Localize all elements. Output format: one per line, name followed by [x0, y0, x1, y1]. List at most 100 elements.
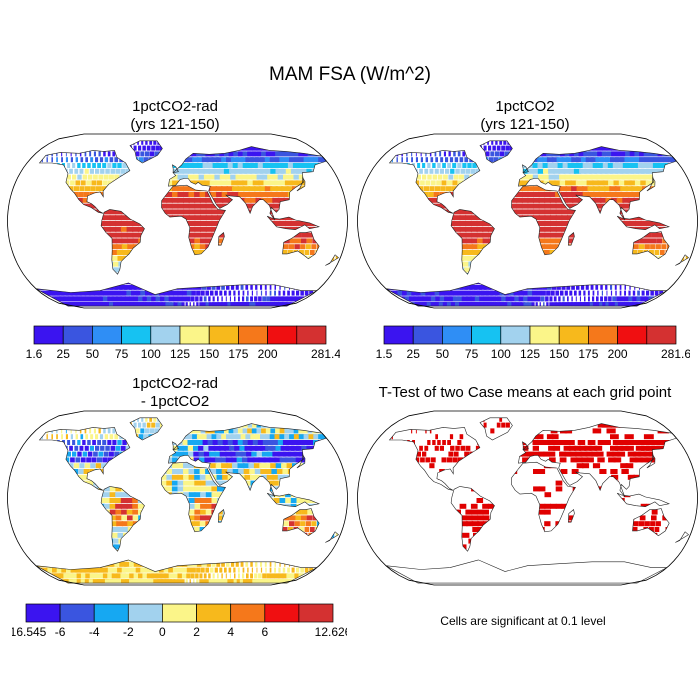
grid-cell — [221, 422, 230, 428]
grid-cell — [629, 180, 638, 186]
grid-cell — [221, 186, 229, 192]
grid-cell — [56, 544, 65, 550]
grid-cell — [65, 434, 68, 440]
grid-cell — [625, 273, 629, 279]
grid-cell — [32, 440, 34, 445]
grid-cell — [514, 145, 520, 151]
grid-cell — [332, 192, 339, 197]
grid-cell — [277, 197, 285, 203]
grid-cell — [482, 221, 489, 226]
grid-cell — [510, 215, 517, 221]
grid-cell — [192, 279, 198, 284]
grid-cell — [246, 267, 251, 273]
grid-cell — [385, 279, 393, 284]
grid-cell — [385, 192, 390, 197]
grid-cell — [112, 440, 117, 445]
grid-cell — [296, 486, 303, 492]
grid-cell — [156, 168, 163, 174]
grid-cell — [581, 261, 587, 267]
grid-cell — [120, 503, 128, 509]
grid-cell — [637, 290, 640, 296]
grid-cell — [188, 238, 196, 244]
grid-cell — [514, 296, 521, 302]
grid-cell — [266, 244, 273, 250]
grid-cell — [538, 267, 544, 273]
grid-cell — [225, 457, 233, 463]
grid-cell — [35, 255, 45, 261]
grid-cell — [213, 550, 219, 556]
grid-cell — [252, 457, 261, 463]
grid-cell — [527, 261, 534, 267]
grid-cell — [100, 550, 109, 556]
grid-cell — [177, 463, 184, 469]
grid-cell — [72, 250, 81, 255]
grid-cell — [70, 157, 73, 163]
grid-cell — [194, 192, 201, 197]
grid-cell — [182, 180, 190, 186]
grid-cell — [593, 192, 601, 197]
grid-cell — [673, 238, 679, 244]
grid-cell — [198, 267, 205, 273]
grid-cell — [121, 428, 125, 434]
grid-cell — [248, 255, 254, 261]
grid-cell — [35, 250, 43, 255]
grid-cell — [289, 203, 297, 209]
grid-cell — [300, 474, 308, 480]
grid-cell — [80, 261, 89, 267]
grid-cell — [404, 197, 411, 203]
grid-cell — [291, 290, 295, 296]
grid-cell — [642, 163, 653, 168]
grid-cell — [467, 186, 474, 192]
grid-cell — [596, 140, 608, 145]
grid-cell — [36, 486, 43, 492]
grid-cell — [635, 273, 639, 279]
grid-cell — [393, 273, 403, 279]
grid-cell — [227, 197, 235, 203]
grid-cell — [84, 422, 87, 428]
grid-cell — [19, 175, 22, 180]
grid-cell — [324, 209, 332, 215]
grid-cell — [592, 290, 595, 296]
grid-cell — [602, 261, 608, 267]
grid-cell — [397, 215, 404, 221]
grid-cell — [194, 498, 201, 503]
grid-cell — [508, 157, 514, 163]
grid-cell — [138, 209, 145, 215]
grid-cell — [619, 157, 629, 163]
grid-cell — [194, 474, 201, 480]
grid-cell — [550, 232, 557, 238]
grid-cell — [411, 157, 413, 163]
grid-cell — [105, 469, 112, 474]
grid-cell — [81, 221, 88, 226]
grid-cell — [275, 463, 284, 469]
grid-cell — [64, 509, 72, 515]
grid-cell — [564, 290, 568, 296]
grid-cell — [606, 174, 615, 180]
panel-title-line1: 1pctCO2-rad — [132, 375, 218, 392]
grid-cell — [437, 267, 446, 273]
grid-cell — [155, 521, 162, 527]
grid-cell — [429, 255, 437, 261]
grid-cell — [177, 296, 183, 302]
grid-cell — [264, 434, 274, 440]
grid-cell — [64, 503, 72, 509]
grid-cell — [188, 221, 196, 226]
grid-cell — [290, 550, 294, 556]
grid-cell — [587, 290, 590, 296]
grid-cell — [319, 532, 324, 538]
grid-cell — [132, 492, 139, 498]
grid-cell — [606, 232, 613, 238]
grid-cell — [488, 296, 497, 302]
grid-cell — [503, 157, 509, 163]
grid-cell — [489, 180, 496, 186]
grid-cell — [93, 197, 100, 203]
grid-cell — [256, 221, 264, 226]
grid-cell — [309, 290, 314, 296]
grid-cell — [488, 157, 494, 163]
grid-cell — [402, 279, 412, 284]
grid-cell — [25, 175, 28, 180]
grid-cell — [221, 463, 229, 469]
grid-cell — [283, 521, 289, 527]
grid-cell — [282, 290, 286, 296]
grid-cell — [479, 180, 485, 186]
